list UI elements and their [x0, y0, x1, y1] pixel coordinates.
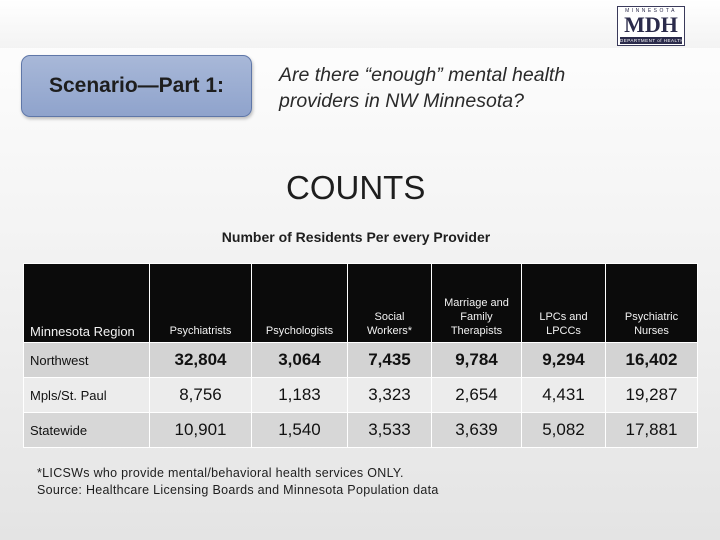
scenario-label-box: Scenario—Part 1:: [21, 55, 252, 117]
logo-bottom-text: DEPARTMENT of HEALTH: [620, 37, 682, 44]
logo-top-text: MINNESOTA: [625, 8, 677, 14]
question-line-2: providers in NW Minnesota?: [279, 90, 524, 112]
footnote: *LICSWs who provide mental/behavioral he…: [37, 465, 677, 498]
column-header-psychologists: Psychologists: [251, 263, 348, 343]
table-header-row: Minnesota Region Psychiatrists Psycholog…: [23, 263, 698, 343]
table-cell: 7,435: [347, 342, 432, 378]
table-cell: 32,804: [149, 342, 252, 378]
table-cell: 9,784: [431, 342, 522, 378]
row-region: Statewide: [23, 412, 150, 448]
table-cell: 3,533: [347, 412, 432, 448]
table-cell: 10,901: [149, 412, 252, 448]
table-cell: 3,064: [251, 342, 348, 378]
table-title: Number of Residents Per every Provider: [221, 229, 491, 245]
column-header-social-workers: Social Workers*: [347, 263, 432, 343]
provider-table: Minnesota Region Psychiatrists Psycholog…: [23, 263, 698, 448]
column-header-mft: Marriage and Family Therapists: [431, 263, 522, 343]
scenario-label: Scenario—Part 1:: [48, 74, 225, 97]
table-cell: 17,881: [605, 412, 698, 448]
footnote-source: Source: Healthcare Licensing Boards and …: [37, 482, 439, 497]
table-cell: 1,540: [251, 412, 348, 448]
row-region: Mpls/St. Paul: [23, 377, 150, 413]
scenario-question: Are there “enough” mental health provide…: [279, 62, 699, 114]
logo-main-text: MDH: [624, 12, 678, 37]
column-header-psychiatrists: Psychiatrists: [149, 263, 252, 343]
column-header-psychiatric-nurses: Psychiatric Nurses: [605, 263, 698, 343]
table-row: Mpls/St. Paul 8,756 1,183 3,323 2,654 4,…: [23, 377, 698, 413]
table-cell: 3,323: [347, 377, 432, 413]
table-cell: 9,294: [521, 342, 606, 378]
mdh-logo: MINNESOTA MDH DEPARTMENT of HEALTH: [617, 6, 685, 46]
section-heading: COUNTS: [286, 169, 426, 206]
table-row: Statewide 10,901 1,540 3,533 3,639 5,082…: [23, 412, 698, 448]
table-cell: 16,402: [605, 342, 698, 378]
table-cell: 4,431: [521, 377, 606, 413]
table-row: Northwest 32,804 3,064 7,435 9,784 9,294…: [23, 342, 698, 378]
footnote-line-1: *LICSWs who provide mental/behavioral he…: [37, 466, 404, 480]
table-cell: 8,756: [149, 377, 252, 413]
table-cell: 2,654: [431, 377, 522, 413]
question-line-1: Are there “enough” mental health: [279, 64, 566, 86]
table-cell: 5,082: [521, 412, 606, 448]
table-cell: 3,639: [431, 412, 522, 448]
header-band: [0, 0, 720, 48]
table-cell: 19,287: [605, 377, 698, 413]
table-cell: 1,183: [251, 377, 348, 413]
column-header-region: Minnesota Region: [23, 263, 150, 343]
row-region: Northwest: [23, 342, 150, 378]
column-header-lpc: LPCs and LPCCs: [521, 263, 606, 343]
